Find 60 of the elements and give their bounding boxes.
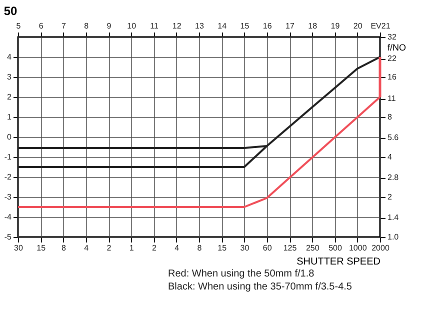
- y2-tick-label: 1.0: [388, 232, 400, 242]
- y-tick-label: 2: [7, 92, 12, 102]
- x2-tick-label: 12: [172, 22, 182, 30]
- text: 50: [4, 4, 18, 18]
- y-tick-label: -2: [4, 172, 12, 182]
- y-tick-label: 1: [7, 112, 12, 122]
- x-tick-label: 15: [36, 244, 46, 252]
- y2-tick-label: 11: [388, 94, 396, 104]
- text: Red: When using the 50mm f/1.8: [168, 268, 315, 280]
- x2-tick-label: 20: [353, 22, 363, 30]
- x-tick-label: 15: [218, 244, 228, 252]
- x2-tick-label: 9: [106, 22, 112, 30]
- x2-tick-label: 19: [330, 22, 340, 30]
- x-tick-label: 4: [84, 244, 90, 252]
- y2-tick-label: 4: [388, 152, 392, 162]
- y-tick-label: -3: [4, 192, 12, 202]
- x-tick-label: 2000: [372, 244, 390, 252]
- x-tick-label: 8: [197, 244, 202, 252]
- y2-tick-label: 8: [388, 112, 392, 122]
- y2-tick-label: 32: [388, 32, 397, 42]
- x2-tick-label: 10: [127, 22, 137, 30]
- x2-tick-label: 17: [286, 22, 295, 30]
- x-tick-label: 500: [328, 244, 342, 252]
- x2-tick-label: 14: [218, 22, 228, 30]
- x-tick-label: 30: [14, 244, 24, 252]
- x-tick-label: 125: [283, 244, 298, 252]
- x2-tick-label: 18: [308, 22, 318, 30]
- y2-axis-title: f/NO: [388, 42, 406, 52]
- x2-tick-label: 5: [16, 22, 22, 30]
- y-tick-label: 0: [7, 132, 12, 142]
- x-tick-label: 60: [262, 244, 272, 252]
- text: Black: When using the 35-70mm f/3.5-4.5: [168, 282, 352, 292]
- y2-tick-label: 5.6: [388, 133, 400, 142]
- y2-tick-label: 16: [388, 72, 397, 82]
- x2-tick-label: 6: [38, 22, 44, 30]
- y2-tick-label: 22: [388, 54, 397, 64]
- x2-tick-label: 8: [84, 22, 90, 30]
- x2-tick-label: 7: [62, 22, 67, 30]
- x-tick-label: 2: [152, 244, 158, 252]
- y-tick-label: -4: [4, 212, 12, 222]
- y2-tick-label: 2.8: [388, 173, 400, 182]
- y-tick-label: -5: [4, 232, 12, 242]
- y2-tick-label: 1.4: [388, 213, 400, 222]
- y-tick-label: 3: [7, 72, 12, 82]
- x2-tick-label: 15: [240, 22, 250, 30]
- y2-tick-label: 2: [388, 192, 392, 202]
- x-tick-label: 1000: [348, 244, 368, 252]
- x-tick-label: 8: [62, 244, 67, 252]
- y-tick-label: -1: [4, 152, 12, 162]
- x-tick-label: 250: [306, 244, 320, 252]
- x2-tick-label: EV21: [370, 22, 391, 30]
- x-tick-label: 2: [106, 244, 112, 252]
- x-tick-label: 4: [174, 244, 180, 252]
- x2-tick-label: 13: [195, 22, 204, 30]
- x2-tick-label: 11: [150, 22, 159, 30]
- x-tick-label: 1: [129, 244, 134, 252]
- x-axis-title: SHUTTER SPEED: [296, 256, 380, 268]
- x2-tick-label: 16: [262, 22, 272, 30]
- x-tick-label: 30: [240, 244, 250, 252]
- y-tick-label: 4: [7, 52, 12, 62]
